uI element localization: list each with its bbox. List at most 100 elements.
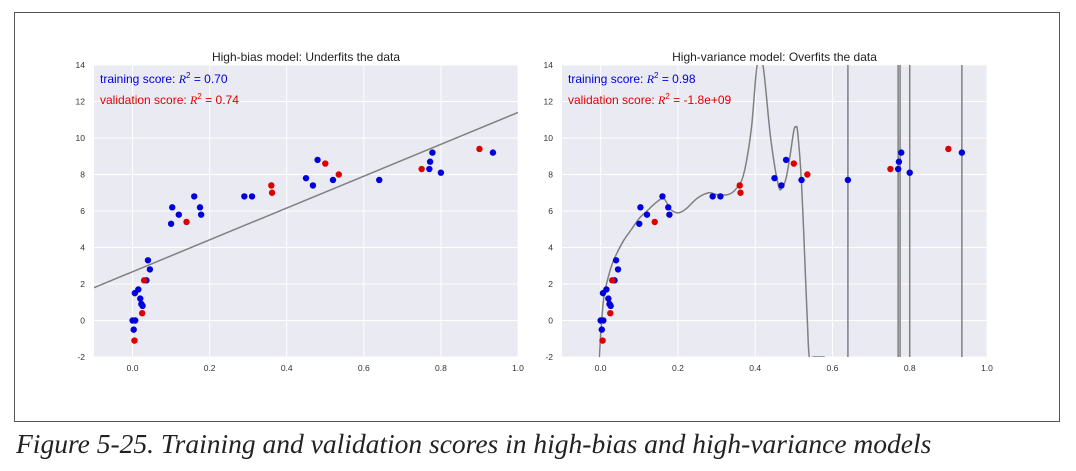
- training-point: [898, 149, 905, 156]
- training-point: [196, 204, 204, 211]
- chart-title: High-bias model: Underfits the data: [212, 50, 400, 64]
- validation-point: [335, 171, 342, 178]
- x-tick-label: 1.0: [512, 363, 524, 373]
- x-tick-label: 0.8: [435, 363, 447, 373]
- x-tick-label: 0.4: [281, 363, 293, 373]
- training-point: [958, 149, 966, 156]
- training-point: [139, 302, 146, 310]
- training-score-annotation: training score: R2 = 0.70: [100, 71, 228, 86]
- validation-point: [790, 160, 798, 167]
- validation-point: [887, 165, 894, 173]
- y-tick-label: 0: [80, 316, 85, 326]
- figure-charts: 0.0 0.2 0.4 0.6 0.8 1.0 -2 0 2 4 6 8 10 12 14 High-bias…: [76, 50, 994, 373]
- chart-title: High-variance model: Overfits the data: [672, 50, 877, 64]
- training-point: [169, 204, 176, 211]
- y-tick-label: 10: [544, 133, 554, 143]
- plot-area: [94, 111, 518, 344]
- training-point: [309, 182, 317, 189]
- x-tick-label: 0.0: [595, 363, 607, 373]
- figure-frame: 0.0 0.2 0.4 0.6 0.8 1.0 -2 0 2 4 6 8 10 12 14 High-bias…: [14, 12, 1060, 422]
- training-point: [659, 193, 666, 200]
- validation-point: [268, 189, 276, 196]
- training-point: [798, 176, 805, 184]
- training-point: [137, 295, 144, 302]
- training-point: [894, 165, 902, 173]
- validation-point: [476, 145, 483, 153]
- plot-area: [597, 65, 966, 357]
- training-point: [906, 169, 913, 176]
- model-fit-line: [94, 111, 518, 289]
- training-point: [598, 326, 605, 333]
- validation-score-annotation: validation score: R2 = 0.74: [100, 92, 239, 107]
- y-tick-label: 8: [548, 170, 553, 180]
- validation-point: [322, 160, 329, 167]
- training-point: [605, 295, 612, 302]
- x-tick-label: 0.6: [358, 363, 370, 373]
- training-point: [709, 193, 716, 200]
- training-point: [197, 211, 205, 218]
- validation-point: [737, 189, 744, 196]
- y-tick-label: 12: [544, 97, 554, 107]
- training-point: [241, 193, 248, 200]
- validation-point: [651, 218, 658, 226]
- validation-point: [268, 182, 275, 189]
- training-point: [376, 176, 383, 184]
- y-tick-label: 6: [80, 206, 85, 216]
- training-point: [782, 156, 790, 164]
- training-point: [612, 257, 620, 264]
- validation-score-annotation: validation score: R2 = -1.8e+09: [568, 92, 732, 107]
- training-point: [665, 204, 672, 211]
- training-point: [302, 174, 310, 182]
- validation-point: [183, 218, 190, 226]
- training-point: [248, 193, 256, 200]
- x-tick-label: 0.2: [204, 363, 216, 373]
- training-point: [437, 169, 445, 176]
- validation-point: [609, 277, 616, 284]
- training-point: [329, 176, 337, 184]
- validation-point: [140, 277, 148, 284]
- validation-point: [131, 337, 138, 344]
- training-point: [429, 149, 436, 156]
- y-tick-label: 0: [548, 316, 553, 326]
- training-score-annotation: training score: R2 = 0.98: [568, 71, 696, 86]
- training-point: [167, 220, 175, 227]
- validation-point: [945, 145, 952, 153]
- y-tick-label: 14: [76, 60, 86, 70]
- validation-point: [599, 337, 606, 344]
- y-tick-label: 2: [80, 279, 85, 289]
- training-point: [717, 193, 724, 200]
- y-tick-label: -2: [77, 352, 85, 362]
- y-tick-label: 4: [548, 243, 553, 253]
- training-point: [175, 211, 182, 218]
- training-point: [607, 302, 614, 310]
- training-point: [895, 158, 903, 165]
- training-point: [637, 204, 644, 211]
- y-tick-label: 12: [76, 97, 86, 107]
- validation-point: [736, 182, 743, 189]
- validation-point: [418, 165, 425, 173]
- y-tick-label: 4: [80, 243, 85, 253]
- chart-panel-2: 0.0 0.2 0.4 0.6 0.8 1.0 -2 0 2 4 6 8 10 12 14 High-vari…: [544, 50, 994, 373]
- validation-point: [804, 171, 811, 178]
- training-point: [130, 326, 137, 333]
- x-tick-label: 0.0: [127, 363, 139, 373]
- training-point: [489, 149, 497, 156]
- training-point: [146, 266, 154, 273]
- training-point: [135, 286, 142, 293]
- validation-point: [138, 310, 146, 317]
- x-tick-label: 1.0: [981, 363, 993, 373]
- training-point: [426, 165, 433, 173]
- training-point: [614, 266, 622, 273]
- x-tick-label: 0.8: [904, 363, 916, 373]
- y-tick-label: 10: [76, 133, 86, 143]
- training-point: [144, 257, 152, 264]
- model-fit-curve: [598, 65, 825, 357]
- training-point: [191, 193, 198, 200]
- y-tick-label: 8: [80, 170, 85, 180]
- training-point: [600, 317, 607, 324]
- validation-point: [607, 310, 614, 317]
- y-tick-label: 14: [544, 60, 554, 70]
- x-tick-label: 0.4: [749, 363, 761, 373]
- training-point: [844, 176, 852, 184]
- training-point: [636, 220, 643, 227]
